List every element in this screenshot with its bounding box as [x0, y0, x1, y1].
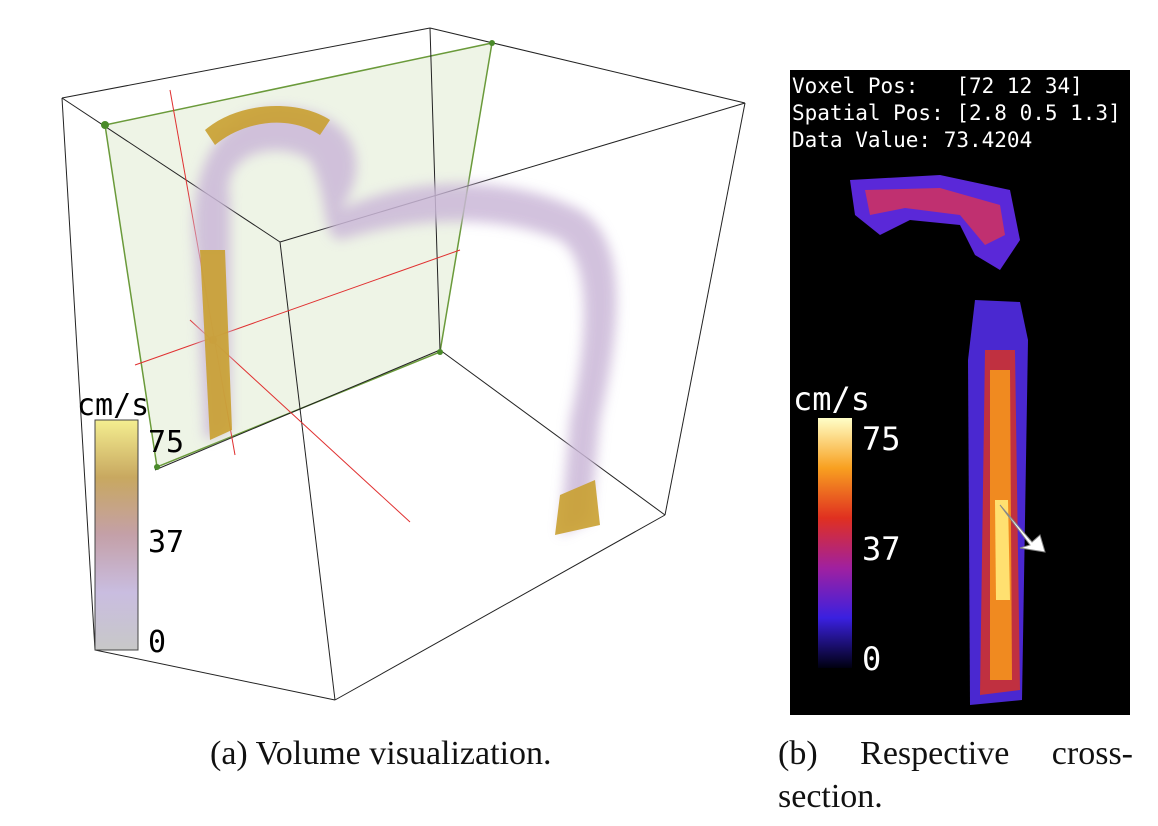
colorbar-tick: 0	[862, 640, 881, 678]
caption: (a) Volume visualization.	[210, 735, 552, 772]
colorbar-tick: 75	[148, 425, 184, 460]
colorbar-unit: cm/s	[793, 380, 870, 418]
colorbar-tick: 0	[148, 625, 166, 660]
volume-view: cm/s 75 37 0	[61, 27, 746, 701]
info-line: Voxel Pos: [72 12 34]	[792, 74, 1083, 98]
info-line: Data Value: 73.4204	[792, 128, 1032, 152]
cross-section: Voxel Pos: [72 12 34] Spatial Pos: [2.8 …	[790, 70, 1158, 715]
colorbar-unit: cm/s	[77, 388, 149, 423]
caption: section.	[778, 778, 883, 815]
info-line: Spatial Pos: [2.8 0.5 1.3] cm	[792, 101, 1158, 125]
caption: (b) Respective cross-	[778, 735, 1133, 772]
colorbar-tick: 37	[148, 525, 184, 560]
colorbar-tick: 37	[862, 530, 901, 568]
colorbar-tick: 75	[862, 420, 901, 458]
